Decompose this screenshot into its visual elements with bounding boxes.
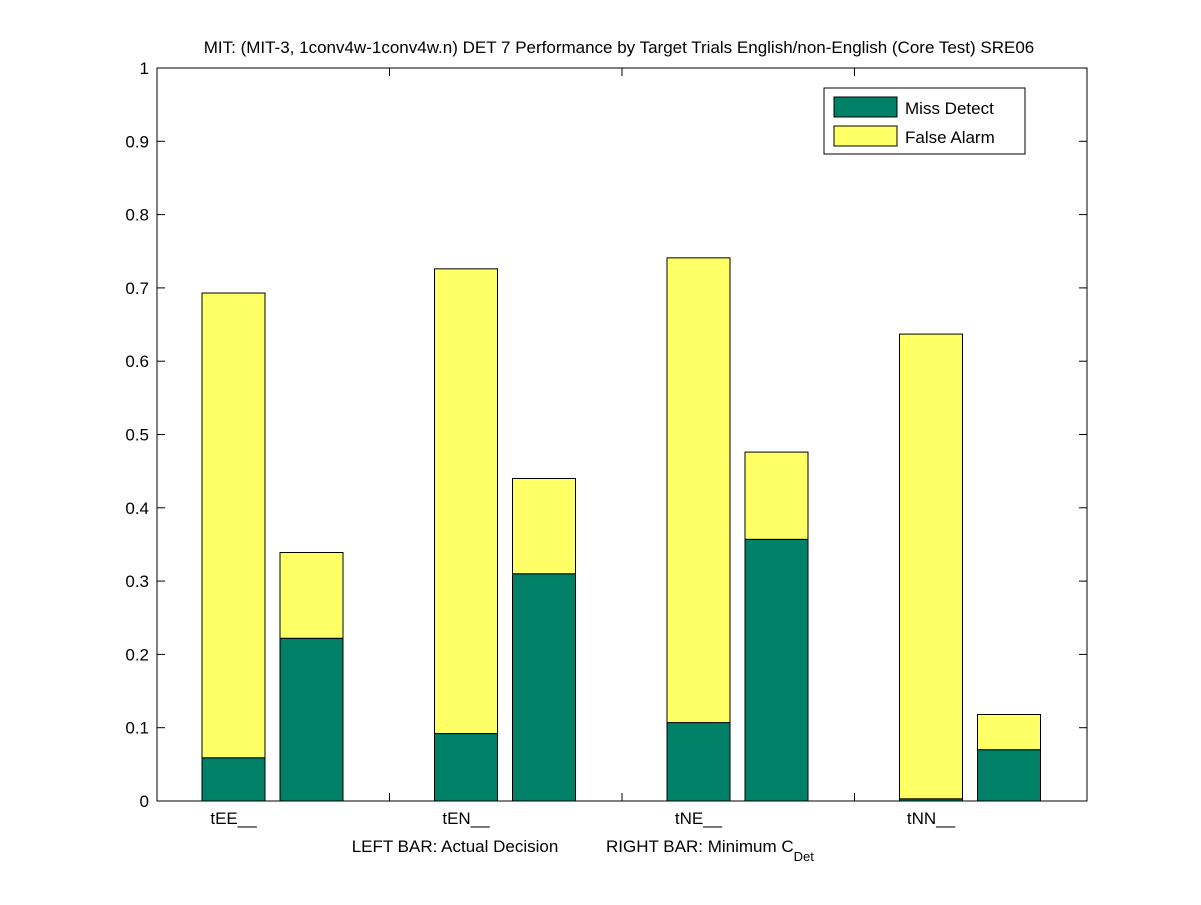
x-category-label: tNN__ [907,809,956,828]
bar-miss-detect-minimum-cdet [512,573,576,802]
bar-false-alarm-minimum-cdet [977,714,1041,751]
bar-false-alarm-minimum-cdet [744,451,809,540]
x-axis-label-right-main: RIGHT BAR: Minimum C [606,837,794,856]
x-category-label: tNE__ [675,809,723,828]
bar-miss-detect-minimum-cdet [977,749,1041,802]
legend-label-miss-detect: Miss Detect [905,99,994,118]
y-axis: 0 0.1 0.2 0.3 0.4 0.5 0.6 0.7 0.8 0.9 1 [125,59,1087,811]
x-axis: tEE__ tEN__ tNE__ tNN__ [210,68,956,828]
y-tick-label: 0.6 [125,352,149,371]
y-tick-label: 0.1 [125,719,149,738]
y-tick-label: 0.3 [125,572,149,591]
x-axis-label-right-subscript: Det [794,849,815,864]
y-tick-label: 0 [140,792,149,811]
y-tick-label: 0.5 [125,426,149,445]
y-tick-label: 0.7 [125,279,149,298]
x-axis-label-left: LEFT BAR: Actual Decision [352,837,559,856]
bar-miss-detect-minimum-cdet [279,637,344,802]
y-tick-label: 0.4 [125,499,149,518]
y-tick-label: 1 [140,59,149,78]
chart-title: MIT: (MIT-3, 1conv4w-1conv4w.n) DET 7 Pe… [204,38,1035,57]
legend: Miss Detect False Alarm [823,87,1026,155]
bars-layer [201,257,1041,802]
y-tick-label: 0.8 [125,206,149,225]
bar-false-alarm-actual-decision [434,268,498,735]
bar-false-alarm-actual-decision [666,257,731,724]
bar-miss-detect-actual-decision [666,722,731,802]
bar-miss-detect-actual-decision [434,733,498,802]
bar-false-alarm-actual-decision [201,292,266,759]
bar-false-alarm-minimum-cdet [512,477,576,575]
x-category-label: tEE__ [210,809,257,828]
legend-label-false-alarm: False Alarm [905,128,995,147]
bar-false-alarm-minimum-cdet [279,552,344,639]
bar-miss-detect-minimum-cdet [744,538,809,802]
y-tick-label: 0.9 [125,132,149,151]
bar-false-alarm-actual-decision [899,333,963,800]
legend-swatch-false-alarm [833,125,898,147]
legend-swatch-miss-detect [833,96,898,118]
y-tick-label: 0.2 [125,645,149,664]
x-axis-label-right: RIGHT BAR: Minimum CDet [606,837,814,864]
bar-miss-detect-actual-decision [201,757,266,802]
x-category-label: tEN__ [442,809,490,828]
